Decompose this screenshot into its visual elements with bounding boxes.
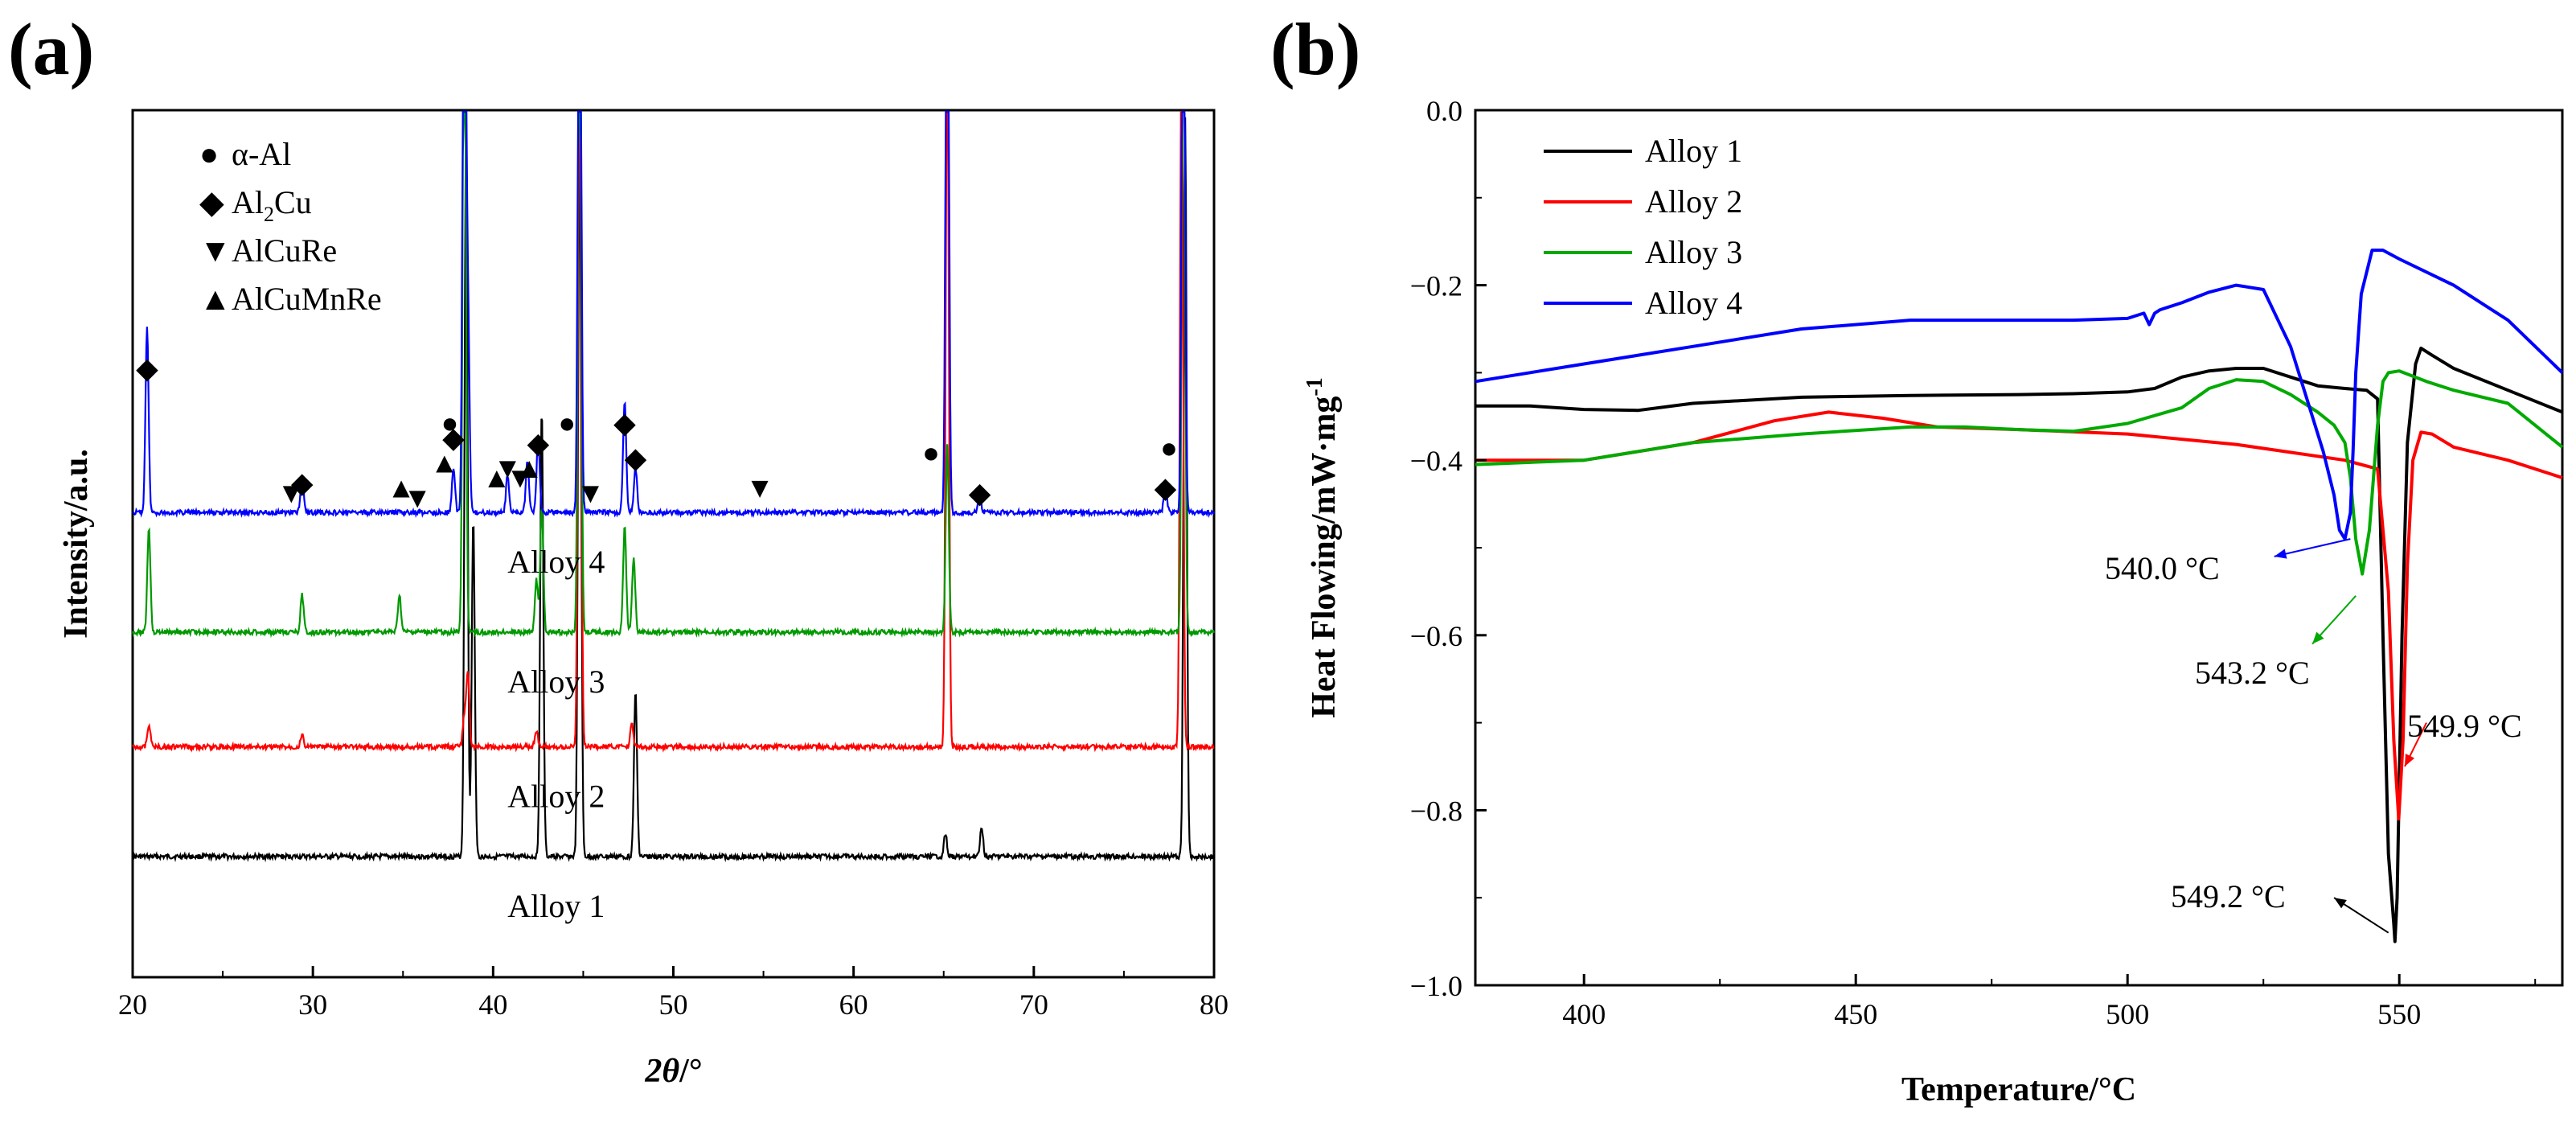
dsc-legend: Alloy 1 Alloy 2 Alloy 3 Alloy 4: [1544, 133, 1742, 321]
phase-marker: ▼: [576, 477, 605, 509]
phase-marker: ▼: [277, 477, 306, 509]
dsc-x-tick-label: 400: [1562, 998, 1606, 1030]
phase-marker: ▲: [387, 472, 416, 504]
dsc-y-tick-label: −1.0: [1410, 970, 1462, 1002]
phase-marker: ▲: [482, 462, 511, 494]
dsc-annotation-arrowhead: [2404, 754, 2415, 766]
xrd-y-axis-label: Intensity/a.u.: [58, 449, 95, 639]
dsc-annotations: 540.0 °C 543.2 °C 549.9 °C 549.2 °C: [2105, 538, 2522, 934]
xrd-x-axis-label: 2θ/°: [644, 1053, 702, 1090]
legend-symbol-alcumnre: ▲: [199, 281, 232, 317]
phase-marker: ◆: [613, 407, 636, 439]
phase-marker: ◆: [136, 352, 158, 384]
dsc-y-tick-label: −0.6: [1410, 620, 1462, 652]
dsc-x-axis-label: Temperature/°C: [1901, 1071, 2136, 1108]
dsc-series-line: [1475, 369, 2564, 576]
dsc-y-axis-label-main: Heat Flowing/mW·mg: [1306, 397, 1343, 718]
legend-symbol-alcure: ▼: [199, 232, 232, 269]
phase-marker: ●: [558, 407, 576, 439]
dsc-annotation-label: 549.2 °C: [2171, 878, 2286, 914]
phase-marker: ▲: [430, 447, 459, 479]
panel-label-a: (a): [8, 8, 94, 90]
phase-marker: ◆: [291, 466, 314, 499]
dsc-x-tick-label: 550: [2377, 998, 2421, 1030]
dsc-y-tick-label: −0.4: [1410, 445, 1462, 477]
xrd-series-line: [131, 110, 1216, 639]
xrd-x-axis-label-unit: /°: [679, 1053, 702, 1090]
dsc-plot: 400 450 500 550 0.0 −0.2 −0.4 −0.6 −0.8 −1.0 540.…: [1302, 95, 2564, 1108]
dsc-annotation-label: 540.0 °C: [2105, 550, 2220, 586]
xrd-x-tick-label: 30: [298, 988, 327, 1021]
panel-label-b: (b): [1270, 8, 1360, 90]
dsc-annotation-arrowhead: [2274, 549, 2287, 559]
dsc-legend-label: Alloy 4: [1645, 285, 1742, 321]
xrd-series-line: [132, 110, 1215, 753]
xrd-x-tick-label: 40: [478, 988, 507, 1021]
dsc-annotation-arrowhead: [2334, 898, 2347, 909]
xrd-x-axis-label-var: 2θ: [644, 1053, 679, 1090]
xrd-alloy-labels: Alloy 4 Alloy 3 Alloy 2 Alloy 1: [507, 544, 605, 924]
dsc-y-tick-label: −0.8: [1410, 795, 1462, 827]
phase-marker: ◆: [527, 427, 550, 459]
dsc-legend-label: Alloy 1: [1645, 133, 1742, 169]
dsc-x-tick-label: 500: [2106, 998, 2149, 1030]
phase-markers: ● ●● ●◆◆◆ ◆◆◆◆ ◆▼ ▼▼▼ ▼ ▼▲▲ ▲ ▲: [136, 352, 1178, 514]
xrd-alloy-label: Alloy 1: [507, 888, 605, 924]
phase-marker: ▼: [493, 452, 522, 484]
dsc-annotation-label: 543.2 °C: [2195, 655, 2310, 691]
xrd-x-ticks: 20 30 40 50 60 70 80: [118, 966, 1229, 1021]
dsc-ticks: 400 450 500 550 0.0 −0.2 −0.4 −0.6 −0.8 −1.0: [1410, 95, 2537, 1030]
xrd-legend: ● α-Al ◆ Al2Cu ▼ AlCuRe ▲ AlCuMnRe: [199, 136, 382, 317]
dsc-legend-label: Alloy 3: [1645, 234, 1742, 270]
phase-marker: ▼: [403, 482, 432, 514]
xrd-x-tick-label: 80: [1200, 988, 1229, 1021]
dsc-annotation-arrowhead: [2312, 631, 2324, 644]
dsc-series-line: [1475, 249, 2564, 541]
legend-al2cu-main: Al: [232, 184, 264, 220]
xrd-x-tick-label: 50: [659, 988, 688, 1021]
xrd-plot: 20 30 40 50 60 70 80 ● ●● ●◆◆◆ ◆◆◆◆ ◆▼ ▼▼▼ ▼ ▼▲▲ ▲ ▲ Al…: [58, 109, 1229, 1090]
legend-al2cu-sub: 2: [264, 203, 274, 226]
dsc-x-tick-label: 450: [1834, 998, 1877, 1030]
phase-marker: ▲: [515, 452, 544, 484]
dsc-annotation-arrow: [2274, 538, 2351, 557]
dsc-y-axis-label: Heat Flowing/mW·mg-1: [1302, 377, 1343, 717]
phase-marker: ▼: [506, 462, 535, 494]
dsc-legend-label: Alloy 2: [1645, 183, 1742, 220]
phase-marker: ◆: [442, 422, 465, 454]
xrd-x-tick-label: 60: [839, 988, 868, 1021]
phase-marker: ◆: [969, 477, 991, 509]
xrd-alloy-label: Alloy 4: [507, 544, 605, 580]
dsc-series-line: [1475, 346, 2563, 943]
legend-label-al2cu: Al2Cu: [232, 184, 312, 226]
xrd-series-line: [132, 117, 1215, 863]
legend-al2cu-tail: Cu: [274, 184, 312, 220]
legend-symbol-alpha-al: ●: [199, 136, 219, 172]
phase-marker: ●: [1160, 432, 1178, 464]
phase-marker: ◆: [1155, 472, 1177, 504]
xrd-series-line: [132, 110, 1215, 519]
dsc-y-axis-label-sup: -1: [1302, 377, 1327, 396]
xrd-x-tick-label: 20: [118, 988, 147, 1021]
phase-marker: ◆: [625, 442, 647, 474]
dsc-series-line: [1475, 410, 2563, 821]
xrd-alloy-label: Alloy 2: [507, 779, 605, 815]
legend-label-alcure: AlCuRe: [232, 232, 337, 269]
dsc-annotation-label: 549.9 °C: [2407, 708, 2522, 744]
legend-symbol-al2cu: ◆: [199, 184, 224, 220]
dsc-curves: [1475, 249, 2564, 943]
xrd-x-tick-label: 70: [1019, 988, 1048, 1021]
dsc-y-tick-label: 0.0: [1426, 95, 1462, 127]
legend-label-alpha-al: α-Al: [232, 136, 291, 172]
phase-marker: ▼: [745, 472, 774, 504]
xrd-curves: [131, 110, 1216, 863]
dsc-y-tick-label: −0.2: [1410, 270, 1462, 302]
xrd-alloy-label: Alloy 3: [507, 664, 605, 700]
phase-marker: ●: [922, 437, 940, 469]
phase-marker: ●: [441, 407, 459, 439]
legend-label-alcumnre: AlCuMnRe: [232, 281, 382, 317]
